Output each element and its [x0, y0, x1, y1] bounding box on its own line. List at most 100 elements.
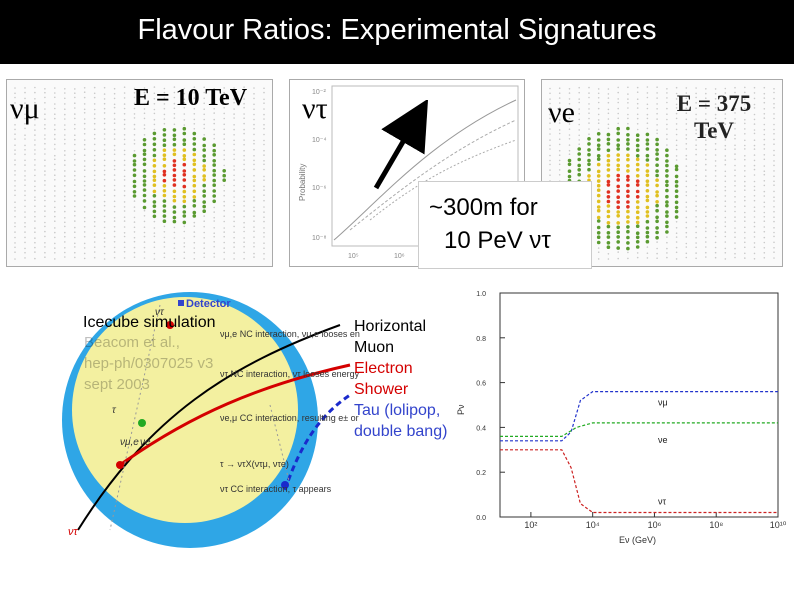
event-hit — [132, 190, 137, 194]
event-hit — [714, 251, 717, 254]
event-hit — [133, 216, 136, 219]
event-hit — [162, 193, 167, 198]
event-hit — [44, 246, 46, 248]
event-hit — [142, 148, 147, 153]
event-hit — [34, 246, 36, 249]
event-hit — [93, 113, 96, 115]
event-hit — [132, 162, 137, 167]
event-hit — [74, 159, 76, 161]
event-hit — [34, 257, 36, 260]
event-hit — [74, 190, 76, 192]
event-hit — [734, 153, 736, 155]
event-hit — [133, 240, 136, 243]
event-hit — [203, 113, 205, 116]
event-hit — [724, 123, 727, 125]
event-hit — [675, 92, 678, 95]
event-hit — [172, 152, 177, 157]
event-hit — [724, 113, 727, 115]
event-hit — [734, 180, 736, 182]
event-hit — [143, 220, 146, 223]
event-hit — [133, 221, 136, 223]
event-hit — [626, 174, 630, 179]
event-hit — [223, 98, 225, 100]
event-hit — [54, 107, 56, 110]
event-hit — [192, 162, 197, 167]
legend-muon: Muon — [354, 339, 395, 356]
title-bar — [0, 0, 794, 64]
event-hit — [83, 87, 86, 89]
event-hit — [744, 180, 746, 183]
event-hit — [596, 188, 601, 192]
event-hit — [724, 144, 727, 147]
event-hit — [705, 148, 707, 151]
event-hit — [83, 96, 86, 99]
event-hit — [724, 247, 727, 250]
event-hit — [714, 169, 717, 172]
event-hit — [213, 137, 215, 140]
event-hit — [172, 173, 177, 178]
event-hit — [626, 241, 630, 245]
event-hit — [596, 199, 601, 204]
y-tick-label: 0.2 — [476, 470, 486, 477]
event-hit — [695, 242, 697, 244]
event-hit — [685, 175, 688, 177]
event-hit — [44, 210, 46, 212]
event-hit — [705, 169, 707, 171]
event-hit — [202, 174, 206, 178]
event-hit — [253, 118, 255, 121]
event-hit — [656, 241, 658, 243]
event-hit — [64, 118, 66, 120]
event-hit — [665, 148, 669, 152]
event-hit — [606, 235, 611, 239]
event-hit — [549, 139, 551, 141]
event-hit — [695, 216, 697, 218]
event-hit — [233, 201, 235, 204]
event-hit — [596, 147, 601, 151]
event-hit — [263, 168, 265, 171]
event-hit — [578, 134, 580, 137]
event-hit — [558, 132, 561, 135]
event-hit — [14, 251, 16, 253]
event-hit — [54, 154, 56, 157]
event-hit — [74, 246, 76, 248]
event-hit — [253, 113, 255, 116]
event-hit — [734, 134, 736, 136]
event-hit — [233, 184, 235, 187]
event-hit — [636, 113, 639, 116]
event-hit — [34, 231, 36, 233]
event-hit — [263, 154, 265, 156]
event-hit — [695, 189, 697, 192]
event-hit — [616, 126, 620, 131]
event-hit — [705, 107, 707, 109]
event-hit — [724, 170, 727, 173]
event-hit — [675, 103, 678, 106]
event-hit — [213, 92, 215, 94]
event-hit — [253, 174, 255, 177]
event-hit — [14, 215, 16, 218]
citation-line-2: hep-ph/0307025 v3 — [84, 355, 214, 372]
tau-vertex — [281, 481, 289, 489]
event-hit — [233, 169, 235, 171]
event-hit — [635, 154, 640, 158]
event-hit — [54, 185, 56, 187]
event-hit — [44, 189, 46, 192]
event-hit — [665, 183, 669, 188]
event-hit — [665, 159, 669, 163]
event-hit — [203, 247, 205, 249]
event-hit — [714, 117, 717, 120]
event-hit — [44, 124, 46, 126]
event-hit — [724, 117, 727, 120]
event-hit — [705, 211, 707, 214]
event-hit — [549, 163, 551, 166]
event-hit — [655, 178, 659, 182]
event-hit — [152, 148, 157, 152]
event-hit — [183, 98, 186, 101]
event-hit — [212, 163, 216, 167]
event-hit — [192, 174, 197, 179]
event-hit — [44, 215, 46, 218]
event-hit — [162, 204, 167, 208]
event-hit — [763, 236, 766, 239]
event-hit — [588, 128, 590, 130]
event-hit — [83, 143, 86, 146]
event-hit — [645, 219, 650, 224]
